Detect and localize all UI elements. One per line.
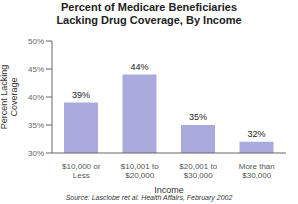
svg-text:30%: 30% — [28, 149, 44, 158]
svg-text:50%: 50% — [28, 37, 44, 46]
svg-text:35%: 35% — [28, 121, 44, 130]
svg-text:More than$30,000: More than$30,000 — [239, 162, 275, 180]
svg-text:44%: 44% — [130, 62, 148, 72]
svg-text:35%: 35% — [189, 112, 207, 122]
svg-text:Percent LackingCoverage: Percent LackingCoverage — [8, 65, 19, 130]
svg-text:39%: 39% — [72, 90, 90, 100]
svg-text:32%: 32% — [247, 129, 265, 139]
html-text:Percent of Medicare Beneficiar: Percent of Medicare Beneficiaries Lackin… — [56, 1, 242, 26]
svg-text:$10,000 orLess: $10,000 orLess — [62, 162, 101, 180]
svg-text:$10,001 to$20,000: $10,001 to$20,000 — [121, 162, 159, 180]
html-text:Source: Lasclobe ret al. Healt: Source: Lasclobe ret al. Health Affairs,… — [65, 194, 233, 201]
svg-text:Income: Income — [154, 185, 184, 193]
svg-text:45%: 45% — [28, 65, 44, 74]
svg-text:40%: 40% — [28, 93, 44, 102]
svg-text:$20,001 to$30,000: $20,001 to$30,000 — [179, 162, 217, 180]
